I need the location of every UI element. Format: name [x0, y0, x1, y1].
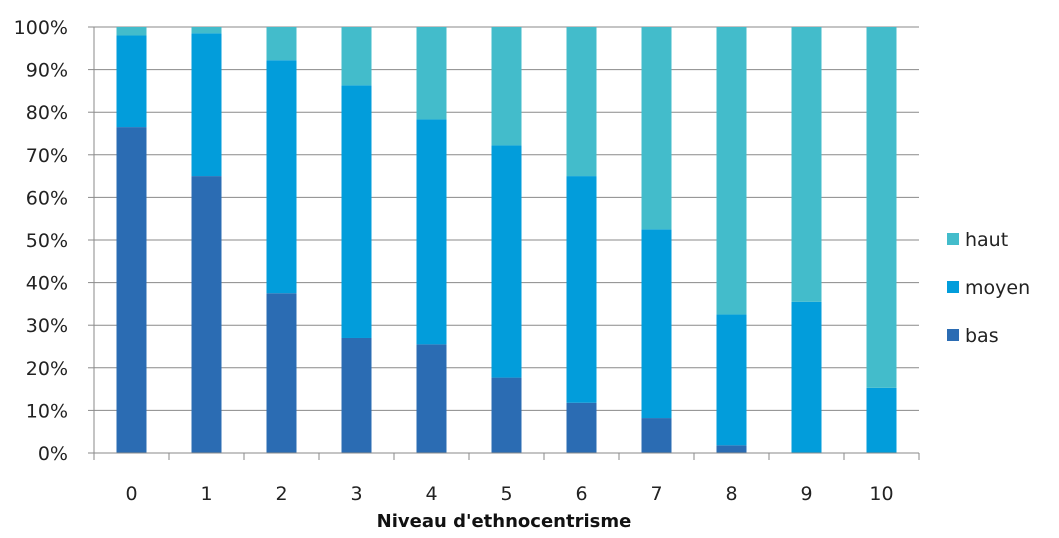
bar-segment-moyen — [266, 60, 297, 294]
y-tick-label: 30% — [26, 315, 68, 337]
y-tick-label: 100% — [14, 17, 68, 39]
bar-segment-bas — [416, 344, 447, 453]
x-axis-label: Niveau d'ethnocentrisme — [377, 511, 632, 532]
y-tick-label: 50% — [26, 230, 68, 252]
legend-swatch-haut — [947, 233, 959, 245]
legend-swatch-bas — [947, 329, 959, 341]
bar-segment-bas — [566, 402, 597, 453]
x-tick-label: 7 — [650, 483, 662, 505]
x-tick-label: 1 — [200, 483, 212, 505]
legend: haut moyen bas — [947, 229, 1030, 347]
x-tick-label: 9 — [800, 483, 812, 505]
axes — [88, 26, 920, 460]
bar-segment-haut — [641, 27, 672, 230]
bar-segment-haut — [866, 27, 897, 388]
bar-segment-moyen — [191, 33, 222, 177]
x-tick-label: 5 — [500, 483, 512, 505]
legend-label-haut: haut — [965, 229, 1008, 251]
bar-segment-haut — [116, 27, 147, 36]
bar-segment-haut — [716, 27, 747, 315]
y-tick-label: 90% — [26, 60, 68, 82]
bar-segment-bas — [191, 176, 222, 453]
bar-segment-haut — [491, 27, 522, 146]
bar-segment-moyen — [491, 145, 522, 378]
bar-segment-moyen — [566, 176, 597, 403]
x-tick-label: 2 — [275, 483, 287, 505]
bars — [116, 27, 897, 454]
legend-label-moyen: moyen — [965, 277, 1030, 299]
bar-segment-moyen — [791, 301, 822, 453]
y-tick-label: 0% — [38, 443, 68, 465]
bar-segment-bas — [641, 418, 672, 453]
bar-segment-bas — [116, 127, 147, 454]
y-tick-label: 80% — [26, 102, 68, 124]
y-tick-label: 60% — [26, 187, 68, 209]
bar-segment-haut — [566, 27, 597, 177]
bar-segment-bas — [341, 337, 372, 453]
bar-segment-moyen — [341, 85, 372, 338]
bar-segment-moyen — [866, 387, 897, 453]
bar-segment-haut — [191, 27, 222, 34]
x-tick-label: 10 — [869, 483, 893, 505]
y-tick-label: 40% — [26, 273, 68, 295]
x-tick-label: 6 — [575, 483, 587, 505]
bar-segment-moyen — [641, 229, 672, 419]
y-tick-label: 70% — [26, 145, 68, 167]
y-tick-label: 10% — [26, 400, 68, 422]
bar-segment-moyen — [716, 314, 747, 446]
bar-segment-haut — [341, 27, 372, 86]
bar-segment-bas — [491, 377, 522, 453]
x-tick-labels: 0 1 2 3 4 5 6 7 8 9 10 — [125, 483, 893, 505]
x-tick-label: 0 — [125, 483, 137, 505]
legend-label-bas: bas — [965, 325, 999, 347]
x-tick-label: 8 — [725, 483, 737, 505]
bar-segment-bas — [716, 445, 747, 453]
legend-swatch-moyen — [947, 281, 959, 293]
bar-segment-haut — [416, 27, 447, 120]
bar-segment-haut — [266, 27, 297, 61]
bar-segment-haut — [791, 27, 822, 302]
y-tick-labels: 0% 10% 20% 30% 40% 50% 60% 70% 80% 90% 100% — [14, 17, 68, 465]
bar-segment-moyen — [416, 119, 447, 345]
x-tick-label: 3 — [350, 483, 362, 505]
bar-segment-bas — [266, 293, 297, 453]
x-tick-label: 4 — [425, 483, 437, 505]
y-tick-label: 20% — [26, 358, 68, 380]
bar-segment-moyen — [116, 35, 147, 128]
